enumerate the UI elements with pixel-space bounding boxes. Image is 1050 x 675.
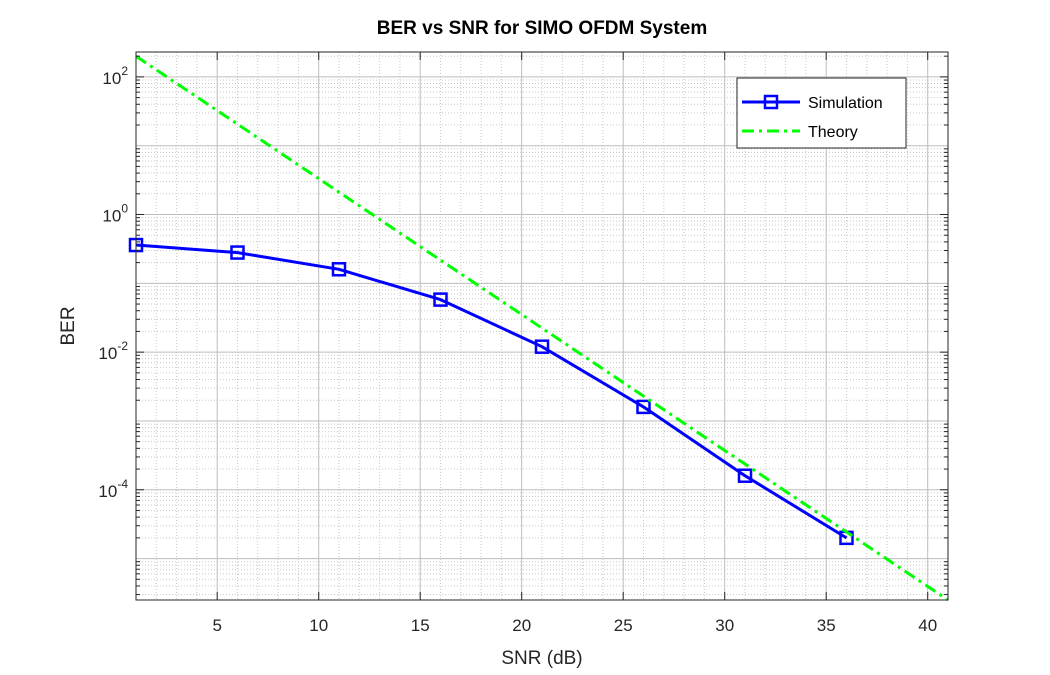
legend-label-theory: Theory [808, 124, 858, 141]
chart-title: BER vs SNR for SIMO OFDM System [377, 18, 707, 39]
legend-label-simulation: Simulation [808, 95, 883, 112]
data-point-simulation [737, 468, 753, 483]
data-point-simulation [636, 399, 651, 415]
x-tick-label: 40 [918, 616, 937, 635]
x-tick-label: 25 [614, 616, 633, 635]
series-line-simulation [135, 243, 848, 540]
series-group [128, 54, 949, 602]
y-axis-label: BER [58, 306, 79, 345]
y-tick-label: 100 [102, 202, 128, 226]
data-point-simulation [331, 262, 347, 277]
x-axis-label: SNR (dB) [501, 648, 582, 669]
y-tick-label: 10-2 [98, 339, 128, 363]
ticks: 5 10 15 20 25 30 35 40 10-4 10-2 100 102 [98, 52, 948, 635]
data-point-simulation [433, 292, 448, 307]
legend-marker-simulation [763, 94, 779, 110]
legend-box [736, 77, 907, 149]
x-tick-label: 15 [411, 616, 430, 635]
y-tick-label: 102 [102, 64, 128, 88]
x-tick-label: 20 [512, 616, 531, 635]
legend: Simulation Theory [736, 77, 907, 149]
x-tick-label: 5 [212, 616, 221, 635]
x-tick-label: 10 [309, 616, 328, 635]
x-tick-label: 35 [817, 616, 836, 635]
x-tick-label: 30 [715, 616, 734, 635]
axes-box [135, 51, 949, 601]
y-tick-label: 10-4 [98, 477, 128, 501]
data-point-simulation [230, 245, 245, 260]
grid [136, 52, 949, 600]
data-point-simulation [534, 339, 550, 354]
